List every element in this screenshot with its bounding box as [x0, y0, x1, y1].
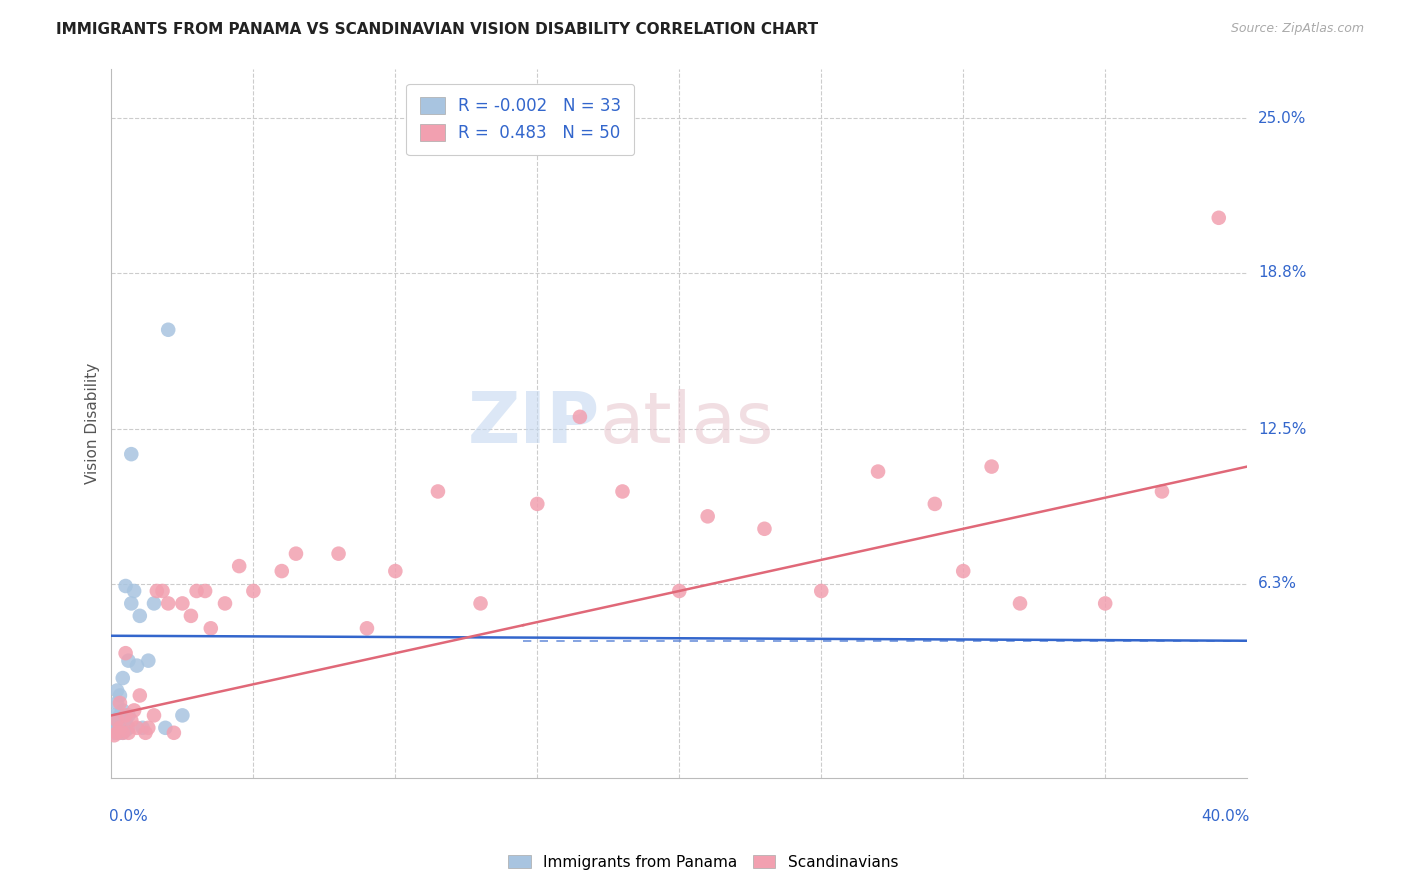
Point [103, 708, 125, 723]
Point [117, 708, 139, 723]
Point [117, 726, 139, 740]
Point [285, 547, 308, 561]
Point [114, 714, 136, 728]
Point [131, 721, 153, 735]
Point [134, 726, 156, 740]
Text: 12.5%: 12.5% [1258, 422, 1306, 437]
Point [114, 708, 136, 723]
Point [228, 559, 250, 574]
Point [1008, 596, 1031, 610]
Point [105, 726, 128, 740]
Text: atlas: atlas [600, 389, 775, 458]
Point [1150, 484, 1173, 499]
Point [111, 703, 134, 717]
Point [356, 621, 378, 635]
Text: 25.0%: 25.0% [1258, 111, 1306, 126]
Point [136, 654, 159, 668]
Point [526, 497, 548, 511]
Point [120, 714, 142, 728]
Point [200, 621, 222, 635]
Point [111, 671, 134, 685]
Point [117, 654, 139, 668]
Point [568, 409, 591, 424]
Point [242, 584, 264, 599]
Point [143, 596, 166, 610]
Point [172, 708, 194, 723]
Point [980, 459, 1002, 474]
Point [155, 721, 177, 735]
Point [105, 721, 128, 735]
Text: 0.0%: 0.0% [110, 809, 148, 824]
Point [103, 726, 125, 740]
Point [114, 723, 136, 738]
Point [384, 564, 406, 578]
Point [1094, 596, 1116, 610]
Point [270, 564, 292, 578]
Point [120, 596, 142, 610]
Point [866, 465, 889, 479]
Text: IMMIGRANTS FROM PANAMA VS SCANDINAVIAN VISION DISABILITY CORRELATION CHART: IMMIGRANTS FROM PANAMA VS SCANDINAVIAN V… [56, 22, 818, 37]
Point [810, 584, 832, 599]
Point [108, 708, 131, 723]
Point [214, 596, 236, 610]
Text: 6.3%: 6.3% [1258, 576, 1298, 591]
Point [952, 564, 974, 578]
Point [114, 579, 136, 593]
Point [122, 703, 145, 717]
Point [328, 547, 350, 561]
Point [120, 447, 142, 461]
Point [114, 646, 136, 660]
Point [103, 728, 125, 742]
Point [1208, 211, 1230, 225]
Point [163, 726, 186, 740]
Text: 40.0%: 40.0% [1201, 809, 1250, 824]
Text: 18.8%: 18.8% [1258, 265, 1306, 280]
Point [111, 726, 134, 740]
Point [924, 497, 946, 511]
Point [108, 696, 131, 710]
Point [180, 608, 202, 623]
Point [128, 608, 150, 623]
Point [125, 658, 148, 673]
Point [105, 683, 128, 698]
Point [146, 584, 169, 599]
Point [668, 584, 690, 599]
Point [105, 696, 128, 710]
Text: ZIP: ZIP [468, 389, 600, 458]
Point [157, 323, 180, 337]
Y-axis label: Vision Disability: Vision Disability [86, 362, 100, 483]
Legend: R = -0.002   N = 33, R =  0.483   N = 50: R = -0.002 N = 33, R = 0.483 N = 50 [406, 84, 634, 155]
Point [108, 726, 131, 740]
Point [105, 714, 128, 728]
Point [103, 718, 125, 732]
Point [108, 689, 131, 703]
Point [117, 721, 139, 735]
Point [122, 584, 145, 599]
Point [125, 721, 148, 735]
Point [194, 584, 217, 599]
Point [152, 584, 174, 599]
Point [105, 726, 128, 740]
Text: Source: ZipAtlas.com: Source: ZipAtlas.com [1230, 22, 1364, 36]
Point [143, 708, 166, 723]
Point [612, 484, 634, 499]
Point [426, 484, 449, 499]
Point [108, 721, 131, 735]
Point [470, 596, 492, 610]
Point [186, 584, 208, 599]
Point [172, 596, 194, 610]
Legend: Immigrants from Panama, Scandinavians: Immigrants from Panama, Scandinavians [501, 847, 905, 877]
Point [696, 509, 718, 524]
Point [111, 726, 134, 740]
Point [157, 596, 180, 610]
Point [111, 715, 134, 730]
Point [105, 714, 128, 728]
Point [128, 689, 150, 703]
Point [754, 522, 776, 536]
Point [136, 721, 159, 735]
Point [108, 718, 131, 732]
